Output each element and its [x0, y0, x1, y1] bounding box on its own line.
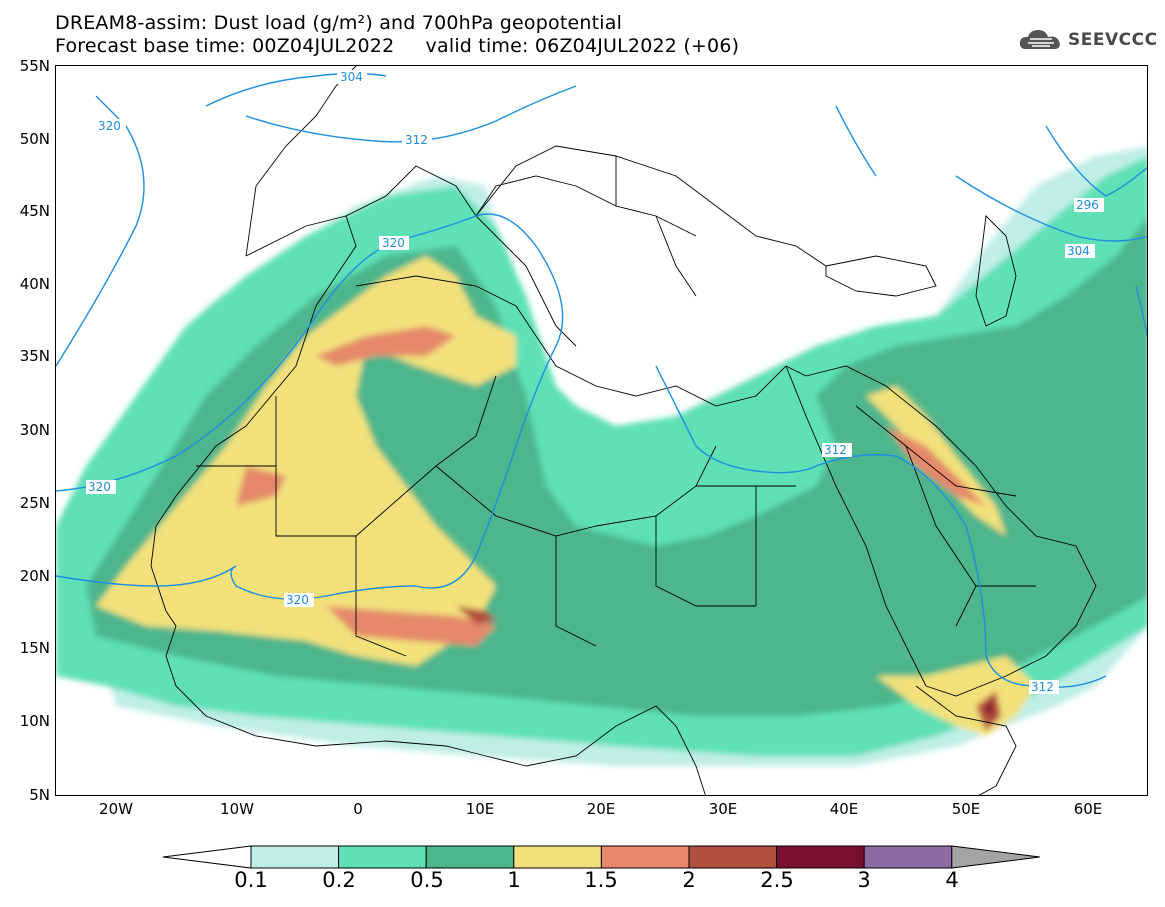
coastline-gulf-guinea — [525, 705, 706, 795]
colorbar-segment-0.1 — [250, 845, 340, 869]
contour-320-west — [56, 95, 145, 367]
lon-label-10w: 10W — [220, 800, 254, 818]
contour-320-main — [56, 213, 564, 600]
colorbar-label-0.1: 0.1 — [234, 868, 268, 892]
dust-load-map: 304 312 320 320 320 320 312 312 304 296 — [56, 66, 1147, 795]
lon-label-20w: 20W — [99, 800, 133, 818]
lon-label-40e: 40E — [829, 800, 859, 818]
coastline-caspian — [975, 215, 1017, 327]
lat-label-50n: 50N — [19, 130, 50, 148]
lat-label-55n: 55N — [19, 57, 50, 75]
seevccc-logo: SEEVCCC — [1018, 26, 1158, 54]
lat-label-40n: 40N — [19, 275, 50, 293]
dust-band-2 — [456, 606, 496, 624]
coastline-black-sea — [825, 255, 937, 297]
coastline-arabia — [805, 365, 1097, 697]
colorbar-label-1: 1 — [507, 868, 521, 892]
colorbar-segment-1 — [513, 845, 602, 869]
contour-label-296: 296 — [1076, 198, 1099, 212]
lon-label-60e: 60E — [1073, 800, 1103, 818]
contour-label-304: 304 — [340, 70, 363, 84]
contour-label-320-atlantic: 320 — [88, 480, 111, 494]
contour-label-320-europe: 320 — [382, 236, 405, 250]
colorbar-segment-0.2 — [338, 845, 427, 869]
colorbar-segment-2.5 — [776, 845, 865, 869]
colorbar-segment-1.5 — [600, 845, 690, 869]
colorbar-segment-0.5 — [425, 845, 515, 869]
contour-label-312: 312 — [405, 133, 428, 147]
contour-296-east — [1045, 125, 1147, 197]
lat-label-20n: 20N — [19, 567, 50, 585]
lat-label-15n: 15N — [19, 639, 50, 657]
lon-label-10e: 10E — [465, 800, 495, 818]
contour-label-320-west: 320 — [98, 119, 121, 133]
country-borders-arabia — [855, 405, 1036, 627]
forecast-time-line: Forecast base time: 00Z04JUL2022 valid t… — [55, 35, 740, 57]
colorbar-label-4: 4 — [945, 868, 959, 892]
lat-label-5n: 5N — [29, 786, 50, 804]
contour-label-312-egypt: 312 — [824, 443, 847, 457]
coastlines-borders — [150, 66, 1097, 795]
logo-text: SEEVCCC — [1068, 30, 1158, 50]
contour-304-east — [955, 175, 1147, 242]
colorbar-under-triangle — [162, 845, 252, 869]
dust-band-1 — [96, 256, 516, 666]
lat-label-30n: 30N — [19, 421, 50, 439]
lon-label-50e: 50E — [951, 800, 981, 818]
lat-label-25n: 25N — [19, 494, 50, 512]
lat-label-10n: 10N — [19, 712, 50, 730]
colorbar-segment-2 — [688, 845, 778, 869]
lat-label-45n: 45N — [19, 202, 50, 220]
coastline-horn — [915, 685, 1017, 795]
coastline-west-africa — [150, 215, 527, 767]
lon-label-30e: 30E — [708, 800, 738, 818]
contour-312-far-east — [835, 105, 1147, 339]
colorbar-over-triangle — [951, 845, 1040, 869]
dust-band-1.5-west — [236, 466, 286, 506]
contour-label-312-yemen: 312 — [1031, 680, 1054, 694]
cloud-icon — [1019, 30, 1060, 49]
dust-band-1.5-arabia — [886, 426, 986, 506]
dust-band-1.5 — [316, 326, 456, 366]
map-title: DREAM8-assim: Dust load (g/m²) and 700hP… — [55, 12, 623, 34]
contour-label-304-caspian: 304 — [1067, 244, 1090, 258]
lon-label-20e: 20E — [586, 800, 616, 818]
dust-band-2.5 — [984, 699, 994, 716]
dust-shading — [56, 146, 1147, 766]
lat-label-35n: 35N — [19, 347, 50, 365]
colorbar-label-1.5: 1.5 — [584, 868, 618, 892]
colorbar-label-2.5: 2.5 — [760, 868, 794, 892]
coastline-med-south — [355, 275, 807, 407]
colorbar-label-0.5: 0.5 — [410, 868, 444, 892]
contour-312-africa — [655, 365, 1107, 688]
dust-band-1.5-sahel — [326, 606, 496, 646]
contour-label-320-sahel: 320 — [286, 593, 309, 607]
colorbar-label-3: 3 — [857, 868, 871, 892]
colorbar-label-0.2: 0.2 — [322, 868, 356, 892]
map-panel[interactable]: 304 312 320 320 320 320 312 312 304 296 — [55, 65, 1148, 796]
country-borders-sahara — [196, 375, 796, 657]
country-borders-europe — [475, 156, 697, 297]
coastline-red-sea — [785, 365, 927, 687]
lon-label-0: 0 — [353, 800, 363, 818]
colorbar-label-2: 2 — [682, 868, 696, 892]
contour-labels: 304 312 320 320 320 320 312 312 304 296 — [86, 70, 1104, 694]
colorbar-segment-3 — [863, 845, 953, 869]
